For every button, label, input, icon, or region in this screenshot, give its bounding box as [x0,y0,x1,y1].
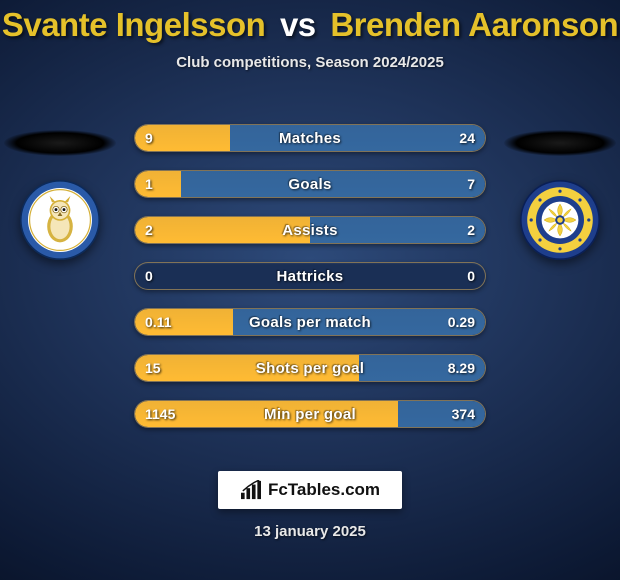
brand-text: FcTables.com [268,480,380,500]
stat-row: 17Goals [134,170,486,198]
brand-chart-icon [240,480,262,500]
rose-crest-icon [520,180,600,260]
vs-separator: vs [280,6,316,43]
stat-label: Goals per match [135,309,485,335]
stat-label: Hattricks [135,263,485,289]
stat-row: 22Assists [134,216,486,244]
stat-row: 924Matches [134,124,486,152]
page-title: Svante Ingelsson vs Brenden Aaronson [0,0,620,44]
club-badge-right [520,180,600,260]
stat-label: Min per goal [135,401,485,427]
date-text: 13 january 2025 [254,523,366,540]
stat-label: Shots per goal [135,355,485,381]
stat-row: 1145374Min per goal [134,400,486,428]
badge-shadow-left [4,130,116,156]
brand-box: FcTables.com [218,471,402,509]
footer: FcTables.com 13 january 2025 [0,471,620,540]
stat-row: 0.110.29Goals per match [134,308,486,336]
player1-name: Svante Ingelsson [2,6,265,43]
badge-shadow-right [504,130,616,156]
comparison-card: Svante Ingelsson vs Brenden Aaronson Clu… [0,0,620,580]
club-badge-left [20,180,100,260]
stat-bars-container: 924Matches 17Goals 22Assists 00Hattricks 0.1… [134,124,486,446]
stat-label: Matches [135,125,485,151]
owl-crest-icon [20,180,100,260]
stat-row: 00Hattricks [134,262,486,290]
player2-name: Brenden Aaronson [330,6,618,43]
stat-label: Assists [135,217,485,243]
stat-label: Goals [135,171,485,197]
subtitle: Club competitions, Season 2024/2025 [0,54,620,71]
stat-row: 158.29Shots per goal [134,354,486,382]
